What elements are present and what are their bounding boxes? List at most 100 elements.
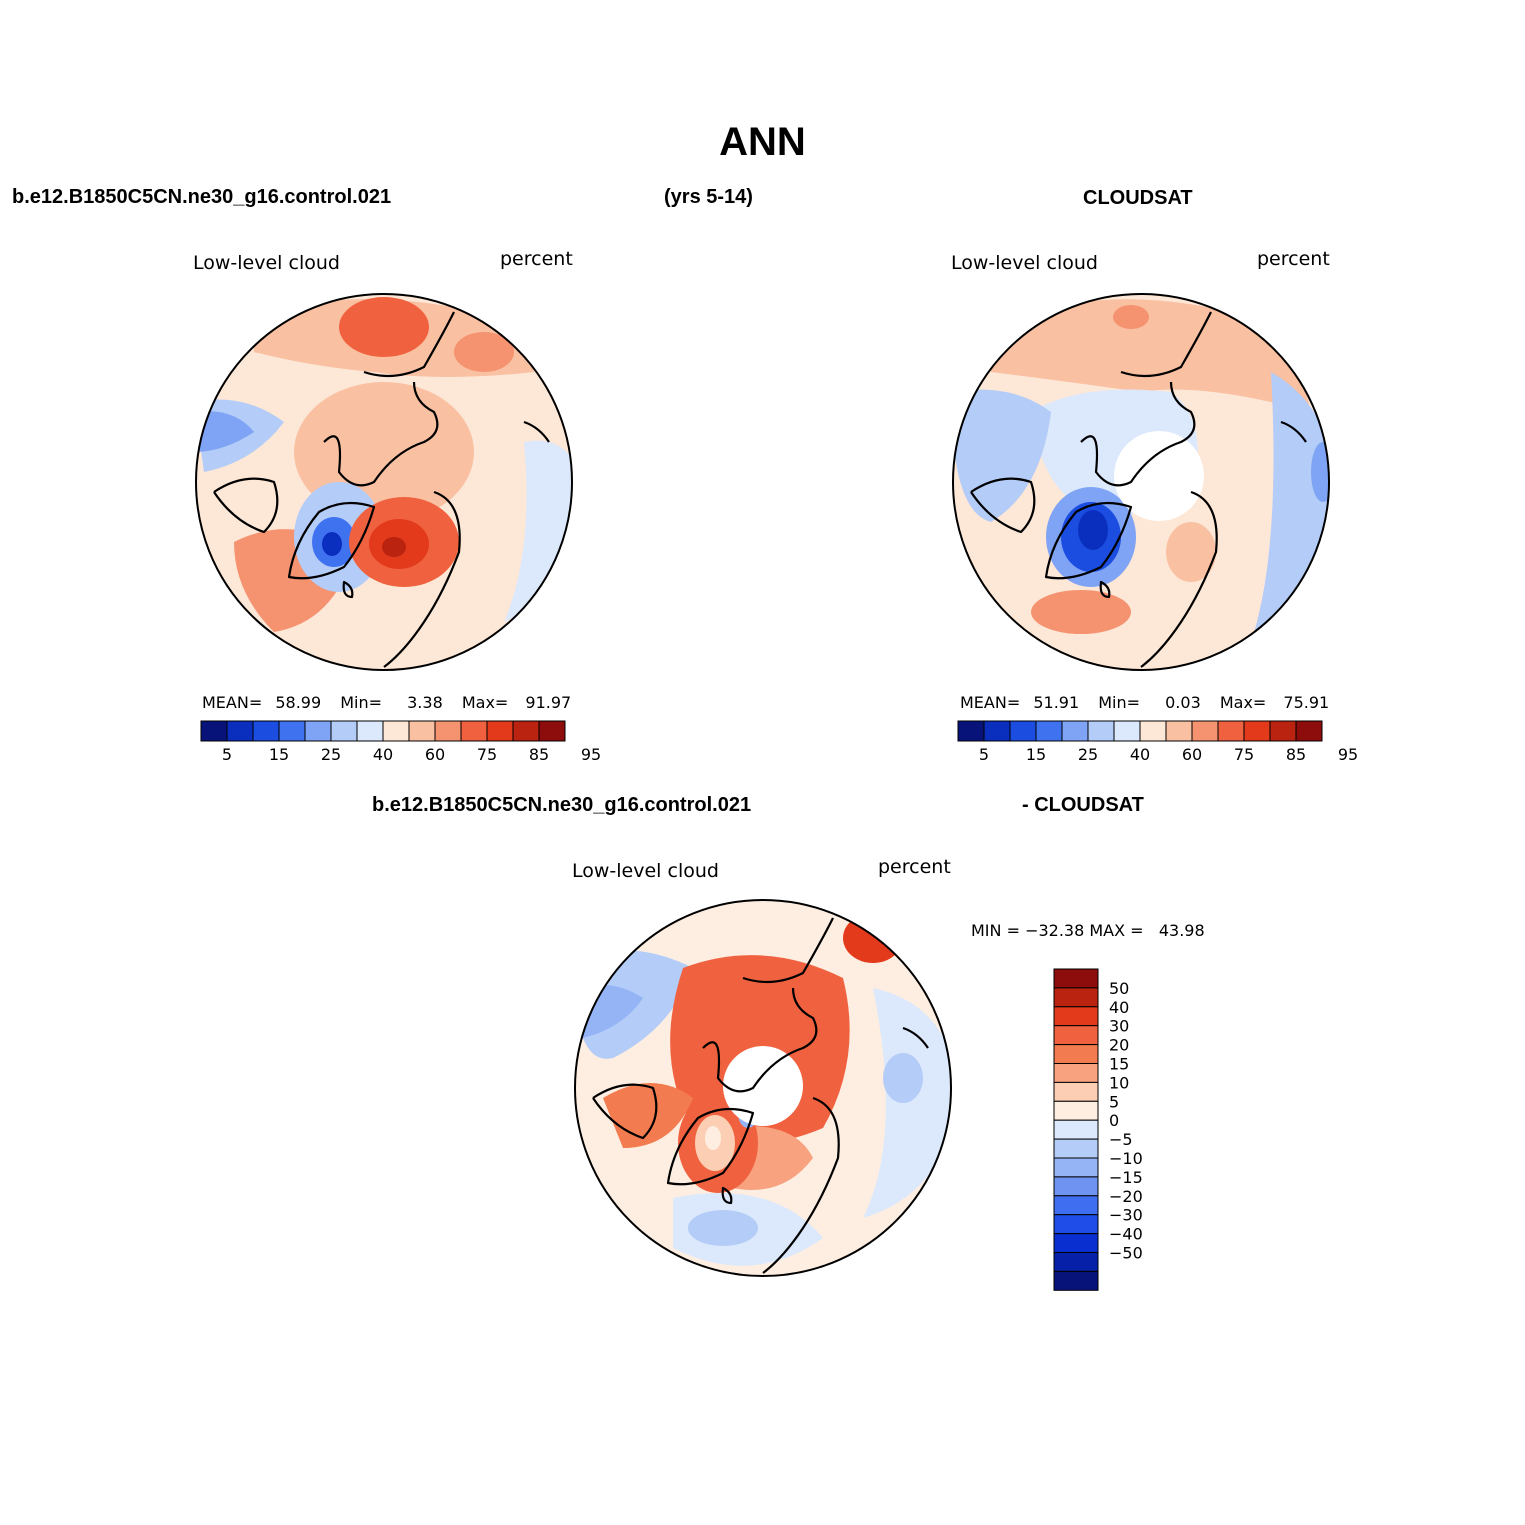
years-label: (yrs 5-14) [664, 186, 753, 208]
colorbar-swatch [538, 720, 566, 742]
colorbar-swatch [1035, 720, 1063, 742]
model-colorbar: 5 15 25 40 60 75 85 95 [200, 720, 601, 764]
obs-min-value: 0.03 [1165, 693, 1201, 712]
colorbar-swatch [1139, 720, 1167, 742]
colorbar-swatch [512, 720, 540, 742]
colorbar-swatch [460, 720, 488, 742]
colorbar-tick-label: 85 [1286, 745, 1306, 764]
colorbar-tick-label: 60 [425, 745, 445, 764]
diff-obs-name-label: - CLOUDSAT [1022, 794, 1144, 816]
colorbar-swatch [1053, 1270, 1099, 1291]
colorbar-tick-label: 60 [1182, 745, 1202, 764]
colorbar-tick-label: −15 [1109, 1168, 1143, 1187]
colorbar-swatch [304, 720, 332, 742]
model-min-value: 3.38 [407, 693, 443, 712]
colorbar-tick-label: 5 [222, 745, 232, 764]
colorbar-swatch [408, 720, 436, 742]
diff-coastlines [592, 917, 929, 1274]
colorbar-tick-label: −50 [1109, 1244, 1143, 1263]
colorbar-swatch [1191, 720, 1219, 742]
model-units-label: percent [500, 248, 573, 270]
model-map [195, 293, 573, 671]
colorbar-swatch [1053, 1119, 1099, 1140]
colorbar-tick-label: −10 [1109, 1149, 1143, 1168]
colorbar-tick-label: 5 [1109, 1092, 1119, 1111]
colorbar-swatch [356, 720, 384, 742]
colorbar-tick-label: 25 [1078, 745, 1098, 764]
model-high-cloud-patch [339, 297, 429, 357]
colorbar-swatch [330, 720, 358, 742]
colorbar-swatch [434, 720, 462, 742]
colorbar-swatch [1053, 1044, 1099, 1064]
colorbar-swatch [1053, 1081, 1099, 1102]
colorbar-tick-label: −30 [1109, 1206, 1143, 1225]
model-variable-label: Low-level cloud [193, 252, 340, 274]
colorbar-tick-label: 40 [1109, 998, 1129, 1017]
model-min-label: Min= [340, 693, 383, 712]
diff-map [574, 899, 952, 1277]
diff-variable-label: Low-level cloud [572, 860, 719, 882]
diff-minmax-label: MIN = −32.38 MAX = 43.98 [971, 921, 1205, 940]
colorbar-tick-label: 40 [373, 745, 393, 764]
diff-units-label: percent [878, 856, 951, 878]
model-max-label: Max= [461, 693, 509, 712]
colorbar-tick-label: 75 [477, 745, 497, 764]
model-cool-region-east [504, 440, 572, 622]
colorbar-swatch [382, 720, 410, 742]
colorbar-swatch [1053, 1176, 1099, 1197]
colorbar-tick-label: 20 [1109, 1036, 1129, 1055]
model-stats: MEAN= 58.99 Min= 3.38 Max= 91.97 [202, 693, 571, 712]
colorbar-swatch [1053, 1006, 1099, 1027]
colorbar-tick-label: 95 [581, 745, 601, 764]
obs-mean-value: 51.91 [1033, 693, 1080, 712]
colorbar-swatch [278, 720, 306, 742]
colorbar-swatch [1053, 1157, 1099, 1178]
colorbar-tick-label: 95 [1338, 745, 1358, 764]
colorbar-tick-label: −20 [1109, 1187, 1143, 1206]
colorbar-swatch [1009, 720, 1037, 742]
colorbar-swatch [1243, 720, 1271, 742]
colorbar-tick-label: 30 [1109, 1017, 1129, 1036]
colorbar-tick-label: 75 [1234, 745, 1254, 764]
model-coastlines [213, 311, 550, 668]
colorbar-tick-label: 15 [1109, 1055, 1129, 1074]
colorbar-swatch [200, 720, 228, 742]
obs-stats: MEAN= 51.91 Min= 0.03 Max= 75.91 [960, 693, 1329, 712]
obs-min-label: Min= [1098, 693, 1141, 712]
colorbar-tick-label: 40 [1130, 745, 1150, 764]
colorbar-tick-label: 15 [269, 745, 289, 764]
colorbar-swatch [1053, 1195, 1099, 1216]
colorbar-swatch [252, 720, 280, 742]
colorbar-tick-label: 85 [529, 745, 549, 764]
colorbar-tick-label: 0 [1109, 1111, 1119, 1130]
colorbar-swatch [1053, 1063, 1099, 1083]
colorbar-tick-label: 25 [321, 745, 341, 764]
obs-mean-label: MEAN= [960, 693, 1021, 712]
colorbar-swatch [1087, 720, 1115, 742]
colorbar-swatch [1113, 720, 1141, 742]
model-mean-value: 58.99 [275, 693, 322, 712]
colorbar-swatch [486, 720, 514, 742]
colorbar-swatch [1053, 1252, 1099, 1272]
colorbar-tick-label: −5 [1109, 1130, 1133, 1149]
colorbar-swatch [983, 720, 1011, 742]
colorbar-swatch [1053, 1138, 1099, 1159]
colorbar-swatch [1061, 720, 1089, 742]
obs-coastlines [970, 311, 1307, 668]
colorbar-swatch [1217, 720, 1245, 742]
colorbar-swatch [1053, 1233, 1099, 1254]
obs-colorbar: 5 15 25 40 60 75 85 95 [957, 720, 1358, 764]
page-title: ANN [719, 120, 806, 164]
model-mean-label: MEAN= [202, 693, 263, 712]
obs-units-label: percent [1257, 248, 1330, 270]
colorbar-swatch [1269, 720, 1297, 742]
obs-max-label: Max= [1219, 693, 1267, 712]
colorbar-swatch [1165, 720, 1193, 742]
obs-variable-label: Low-level cloud [951, 252, 1098, 274]
colorbar-tick-label: 50 [1109, 979, 1129, 998]
colorbar-swatch [1053, 1100, 1099, 1121]
colorbar-tick-label: −40 [1109, 1225, 1143, 1244]
model-max-value: 91.97 [525, 693, 572, 712]
diff-missing-data-hole [723, 1046, 803, 1126]
